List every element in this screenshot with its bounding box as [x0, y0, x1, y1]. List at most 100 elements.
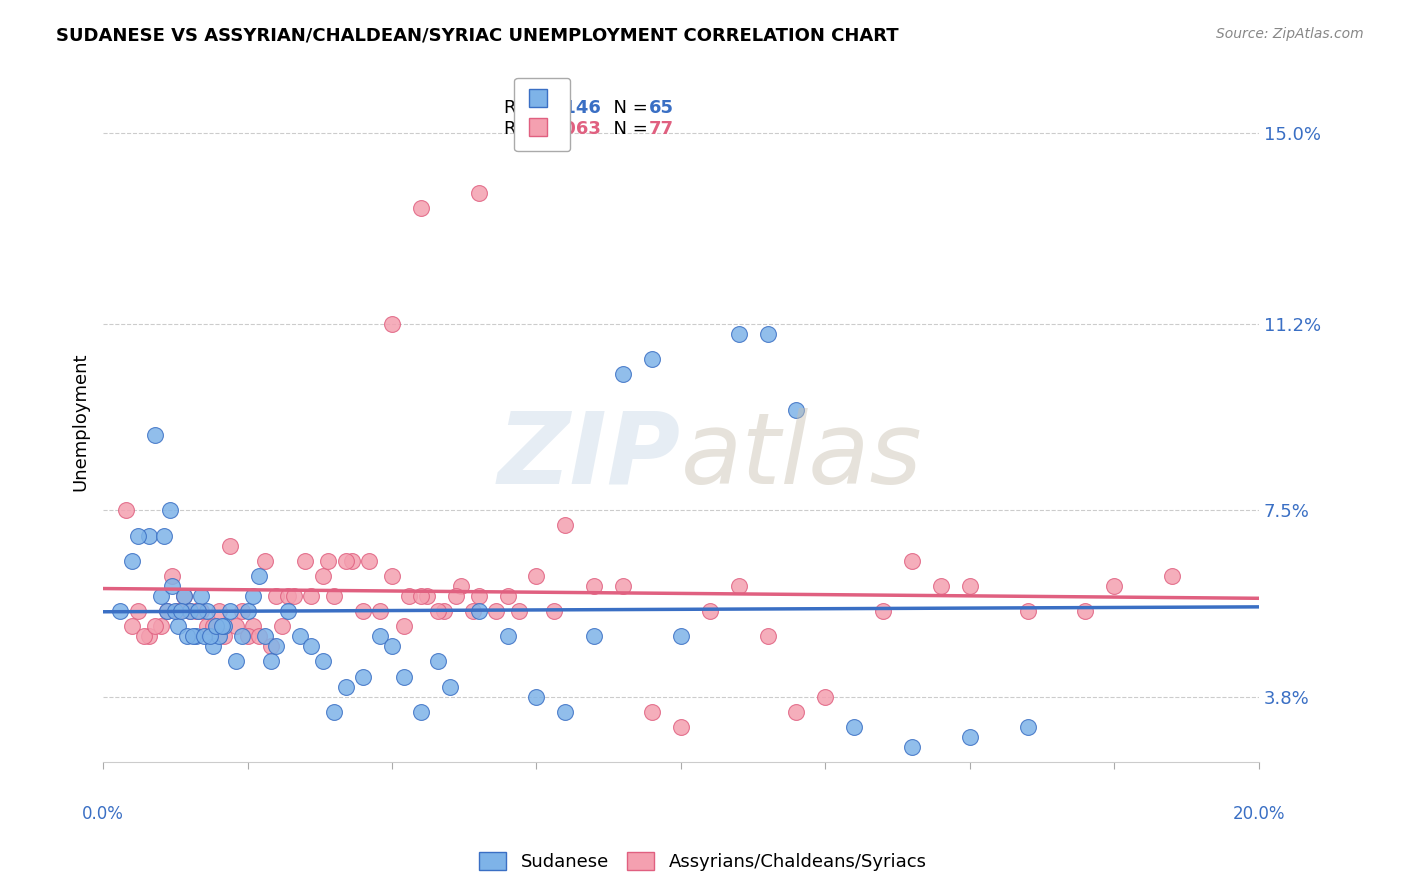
Point	[583, 579, 606, 593]
Point	[409, 201, 432, 215]
Text: 77: 77	[648, 120, 673, 137]
Point	[299, 589, 322, 603]
Point	[283, 589, 305, 603]
Point	[110, 604, 132, 618]
Point	[219, 604, 242, 618]
Point	[496, 589, 519, 603]
Point	[165, 604, 187, 618]
Text: 0.063: 0.063	[544, 120, 602, 137]
Point	[433, 604, 456, 618]
Point	[115, 503, 138, 517]
Point	[132, 629, 155, 643]
Point	[288, 629, 311, 643]
Point	[392, 619, 415, 633]
Point	[699, 604, 721, 618]
Point	[253, 554, 276, 568]
Point	[277, 589, 299, 603]
Point	[179, 604, 201, 618]
Point	[872, 604, 894, 618]
Point	[208, 604, 231, 618]
Point	[170, 604, 193, 618]
Point	[543, 604, 565, 618]
Point	[496, 629, 519, 643]
Point	[1161, 569, 1184, 583]
Point	[381, 640, 404, 654]
Point	[167, 604, 190, 618]
Text: 20.0%: 20.0%	[1233, 805, 1285, 823]
Point	[266, 589, 288, 603]
Point	[190, 589, 212, 603]
Point	[299, 640, 322, 654]
Point	[526, 690, 548, 704]
Point	[444, 589, 467, 603]
Point	[242, 619, 264, 633]
Point	[612, 579, 634, 593]
Point	[219, 539, 242, 553]
Point	[271, 619, 294, 633]
Point	[143, 619, 166, 633]
Point	[195, 619, 218, 633]
Point	[156, 604, 179, 618]
Point	[195, 604, 218, 618]
Text: 0.0%: 0.0%	[82, 805, 124, 823]
Point	[669, 720, 692, 734]
Text: atlas: atlas	[681, 408, 922, 505]
Point	[340, 554, 363, 568]
Point	[901, 554, 924, 568]
Point	[121, 619, 143, 633]
Text: SUDANESE VS ASSYRIAN/CHALDEAN/SYRIAC UNEMPLOYMENT CORRELATION CHART: SUDANESE VS ASSYRIAN/CHALDEAN/SYRIAC UNE…	[56, 27, 898, 45]
Point	[323, 705, 346, 719]
Point	[231, 629, 253, 643]
Text: N =: N =	[602, 99, 654, 117]
Point	[138, 629, 160, 643]
Point	[214, 629, 236, 643]
Point	[198, 629, 221, 643]
Point	[121, 554, 143, 568]
Point	[152, 528, 174, 542]
Point	[370, 604, 392, 618]
Point	[176, 629, 198, 643]
Point	[159, 503, 181, 517]
Point	[138, 528, 160, 542]
Point	[247, 629, 270, 643]
Point	[253, 629, 276, 643]
Point	[439, 680, 461, 694]
Point	[149, 589, 172, 603]
Point	[398, 589, 420, 603]
Point	[508, 604, 530, 618]
Point	[352, 604, 374, 618]
Point	[427, 655, 450, 669]
Point	[149, 619, 172, 633]
Point	[357, 554, 380, 568]
Point	[959, 730, 981, 744]
Point	[612, 368, 634, 382]
Point	[335, 680, 357, 694]
Point	[467, 186, 489, 200]
Point	[727, 326, 749, 341]
Point	[225, 655, 247, 669]
Point	[214, 619, 236, 633]
Point	[844, 720, 866, 734]
Point	[467, 589, 489, 603]
Point	[583, 629, 606, 643]
Point	[260, 655, 283, 669]
Point	[785, 705, 807, 719]
Legend: , : ,	[515, 78, 571, 152]
Point	[554, 705, 576, 719]
Point	[756, 326, 779, 341]
Point	[247, 569, 270, 583]
Point	[901, 740, 924, 755]
Point	[485, 604, 508, 618]
Point	[785, 402, 807, 417]
Point	[312, 655, 335, 669]
Point	[204, 619, 226, 633]
Point	[173, 589, 195, 603]
Point	[381, 569, 404, 583]
Point	[143, 427, 166, 442]
Point	[929, 579, 952, 593]
Text: N =: N =	[602, 120, 654, 137]
Point	[187, 604, 209, 618]
Text: R =: R =	[505, 120, 543, 137]
Point	[461, 604, 484, 618]
Point	[193, 629, 215, 643]
